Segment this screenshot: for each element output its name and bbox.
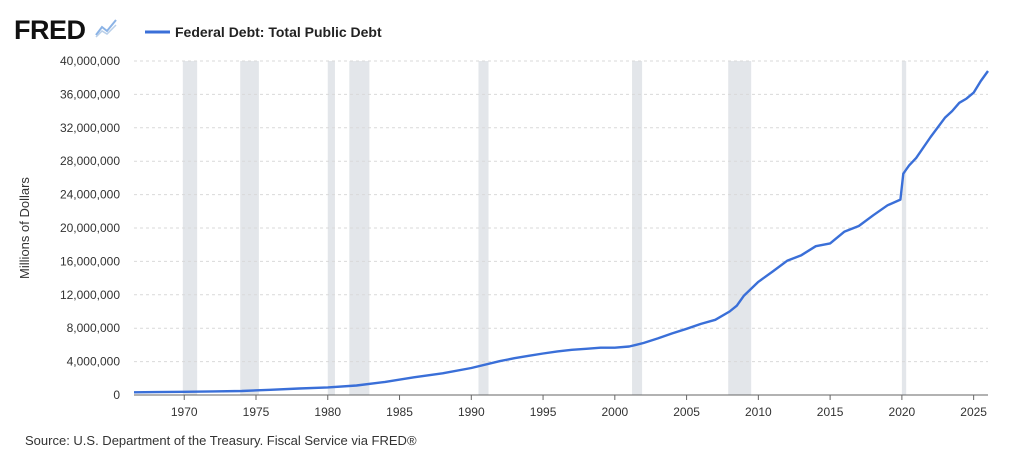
y-tick-label: 36,000,000 <box>60 87 120 101</box>
x-tick-label: 1980 <box>314 405 341 419</box>
y-tick-label: 12,000,000 <box>60 288 120 302</box>
y-tick-label: 16,000,000 <box>60 254 120 268</box>
x-tick-label: 2015 <box>817 405 844 419</box>
x-tick-label: 2020 <box>889 405 916 419</box>
x-tick-label: 1990 <box>458 405 485 419</box>
fred-logo-text: FRED <box>14 15 86 45</box>
recession-band <box>632 61 643 395</box>
legend-label: Federal Debt: Total Public Debt <box>175 24 382 40</box>
y-tick-label: 8,000,000 <box>67 321 121 335</box>
x-tick-label: 1985 <box>386 405 413 419</box>
y-axis-label: Millions of Dollars <box>17 177 32 279</box>
series-line-federal-debt <box>133 70 989 394</box>
x-tick-label: 2025 <box>960 405 987 419</box>
recession-band <box>349 61 370 395</box>
y-tick-label: 20,000,000 <box>60 221 120 235</box>
y-tick-label: 40,000,000 <box>60 54 120 68</box>
y-tick-label: 24,000,000 <box>60 188 120 202</box>
legend: Federal Debt: Total Public Debt <box>145 24 382 40</box>
x-tick-label: 2010 <box>745 405 772 419</box>
x-tick-label: 2005 <box>673 405 700 419</box>
y-tick-label: 28,000,000 <box>60 154 120 168</box>
source-note: Source: U.S. Department of the Treasury.… <box>25 433 417 448</box>
recession-band <box>327 61 335 395</box>
x-tick-label: 1975 <box>243 405 270 419</box>
recession-band <box>728 61 752 395</box>
x-tick-label: 1995 <box>530 405 557 419</box>
x-tick-label: 1970 <box>171 405 198 419</box>
fred-logo: FRED <box>14 15 118 45</box>
y-tick-label: 0 <box>113 388 120 402</box>
y-tick-label: 4,000,000 <box>67 355 121 369</box>
plot-area: 0 4,000,000 8,000,000 12,000,000 16,000,000 2… <box>60 54 989 419</box>
y-tick-label: 32,000,000 <box>60 121 120 135</box>
x-tick-label: 2000 <box>601 405 628 419</box>
fred-logo-chart-icon <box>94 17 118 39</box>
